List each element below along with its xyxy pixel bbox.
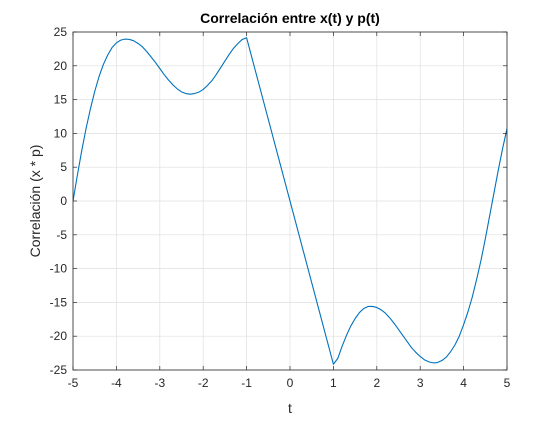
y-tick-label: 0 [60,194,67,208]
y-tick-label: 20 [54,59,68,73]
x-tick-label: -3 [154,376,165,390]
x-tick-label: 3 [417,376,424,390]
tick-marks [72,31,508,371]
x-tick-label: 5 [504,376,511,390]
x-tick-label: -2 [198,376,209,390]
x-tick-label: 1 [330,376,337,390]
y-tick-label: -20 [50,329,68,343]
y-tick-label: 25 [54,25,68,39]
chart-title: Correlación entre x(t) y p(t) [200,10,380,26]
x-tick-label: -1 [241,376,252,390]
series-group [73,37,507,365]
series-line [73,37,507,365]
y-tick-labels: -25 -20 -15 -10 -5 0 5 10 15 20 25 [50,25,68,377]
y-axis-label: Correlación (x * p) [27,145,43,258]
x-axis-label: t [288,400,292,416]
y-tick-label: -15 [50,295,68,309]
y-tick-label: 10 [54,126,68,140]
y-tick-label: -25 [50,363,68,377]
x-tick-label: 0 [287,376,294,390]
x-tick-labels: -5 -4 -3 -2 -1 0 1 2 3 4 5 [68,376,511,390]
x-tick-label: 4 [460,376,467,390]
x-tick-label: 2 [373,376,380,390]
y-tick-label: 15 [54,93,68,107]
x-tick-label: -4 [111,376,122,390]
x-tick-label: -5 [68,376,79,390]
y-tick-label: 5 [60,160,67,174]
y-tick-label: -5 [56,228,67,242]
y-tick-label: -10 [50,262,68,276]
